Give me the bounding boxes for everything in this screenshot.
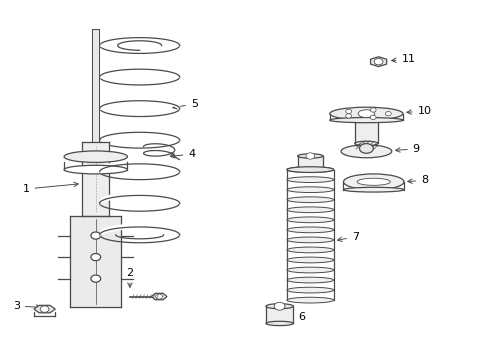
Ellipse shape bbox=[356, 178, 389, 185]
Ellipse shape bbox=[286, 267, 333, 273]
Ellipse shape bbox=[265, 321, 293, 325]
Ellipse shape bbox=[286, 237, 333, 243]
Polygon shape bbox=[34, 305, 55, 313]
Ellipse shape bbox=[286, 197, 333, 203]
Text: 7: 7 bbox=[337, 232, 358, 242]
Ellipse shape bbox=[265, 304, 293, 309]
Text: 2: 2 bbox=[126, 267, 133, 287]
Ellipse shape bbox=[329, 117, 402, 123]
Circle shape bbox=[40, 306, 49, 312]
Ellipse shape bbox=[329, 107, 402, 120]
Ellipse shape bbox=[286, 247, 333, 253]
Text: 3: 3 bbox=[13, 301, 41, 311]
Ellipse shape bbox=[286, 257, 333, 263]
Polygon shape bbox=[370, 57, 386, 67]
Ellipse shape bbox=[286, 207, 333, 213]
Ellipse shape bbox=[286, 297, 333, 303]
Circle shape bbox=[369, 108, 375, 112]
Ellipse shape bbox=[286, 287, 333, 293]
Circle shape bbox=[345, 109, 351, 113]
Circle shape bbox=[91, 275, 101, 282]
Text: 1: 1 bbox=[22, 182, 78, 194]
Ellipse shape bbox=[286, 177, 333, 183]
Text: 11: 11 bbox=[391, 54, 415, 64]
Ellipse shape bbox=[343, 174, 403, 190]
Circle shape bbox=[91, 253, 101, 261]
Circle shape bbox=[156, 294, 162, 299]
Ellipse shape bbox=[286, 227, 333, 233]
Ellipse shape bbox=[354, 141, 377, 145]
Ellipse shape bbox=[286, 187, 333, 193]
Ellipse shape bbox=[343, 187, 403, 192]
Circle shape bbox=[385, 112, 390, 116]
Ellipse shape bbox=[64, 151, 127, 162]
Ellipse shape bbox=[286, 277, 333, 283]
Circle shape bbox=[369, 115, 375, 120]
Ellipse shape bbox=[297, 154, 323, 158]
Circle shape bbox=[274, 302, 285, 310]
Circle shape bbox=[305, 153, 314, 159]
Text: 6: 6 bbox=[283, 312, 305, 322]
Text: 8: 8 bbox=[407, 175, 427, 185]
Text: 10: 10 bbox=[406, 106, 431, 116]
Circle shape bbox=[373, 58, 382, 65]
Text: 9: 9 bbox=[395, 144, 419, 154]
Text: 5: 5 bbox=[172, 99, 198, 109]
Ellipse shape bbox=[357, 110, 374, 117]
Polygon shape bbox=[151, 293, 166, 300]
Ellipse shape bbox=[64, 165, 127, 174]
Circle shape bbox=[345, 114, 351, 118]
Ellipse shape bbox=[286, 167, 333, 172]
Ellipse shape bbox=[359, 144, 373, 153]
Ellipse shape bbox=[286, 167, 333, 172]
Ellipse shape bbox=[286, 217, 333, 223]
Text: 4: 4 bbox=[170, 149, 195, 159]
Ellipse shape bbox=[340, 145, 391, 158]
Circle shape bbox=[91, 232, 101, 239]
